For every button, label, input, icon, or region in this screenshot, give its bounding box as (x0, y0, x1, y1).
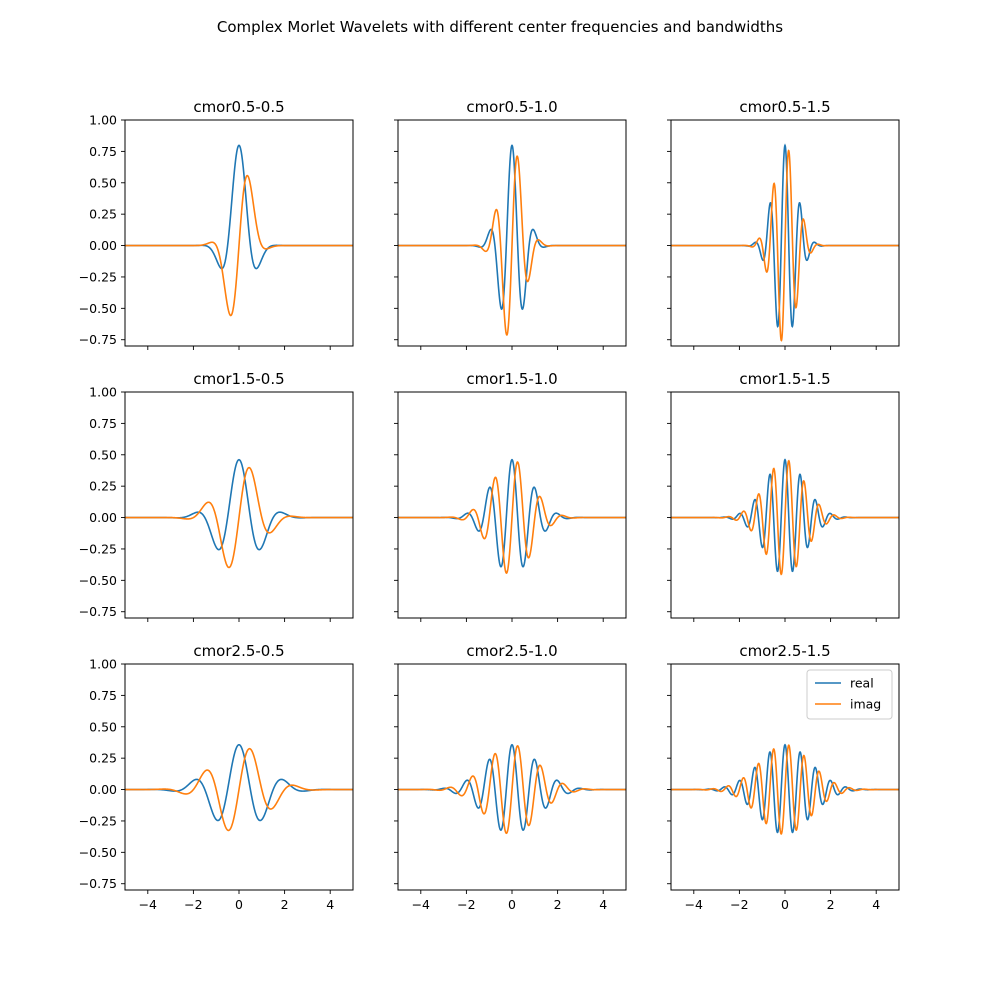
series-line-imag (398, 744, 626, 835)
y-tick-label: 0.75 (89, 688, 117, 703)
y-tick-label: 0.25 (89, 207, 117, 222)
y-tick-label: −0.50 (79, 845, 117, 860)
x-tick-label: 0 (235, 897, 243, 912)
x-tick-label: 0 (508, 897, 516, 912)
plot-lines (671, 458, 899, 576)
y-tick-label: −0.50 (79, 301, 117, 316)
subplot-grid: cmor0.5-0.5 1.00 0.75 0.50 0.25 0.00 −0.25 −0.5… (79, 98, 900, 912)
x-tick-label: 2 (554, 897, 562, 912)
series-line-imag (398, 155, 626, 336)
y-tick-label: 0.00 (89, 510, 117, 525)
plot-lines (125, 743, 353, 832)
plot-lines (398, 458, 626, 574)
subplot-cmor0.5-1.0: cmor0.5-1.0 (394, 98, 627, 350)
y-tick-label: −0.50 (79, 573, 117, 588)
x-tick-label: −4 (412, 897, 430, 912)
subplot-title: cmor1.5-1.5 (739, 370, 830, 388)
y-tick-label: 0.00 (89, 238, 117, 253)
legend-label-real: real (850, 676, 874, 691)
y-tick-label: 0.50 (89, 175, 117, 190)
subplot-title: cmor1.5-1.0 (466, 370, 557, 388)
subplot-cmor0.5-0.5: cmor0.5-0.5 1.00 0.75 0.50 0.25 0.00 −0.25 −0.5… (79, 98, 354, 350)
series-line-imag (398, 461, 626, 574)
series-line-imag (671, 459, 899, 576)
y-tick-label: 1.00 (89, 113, 117, 128)
y-tick-label: 0.50 (89, 719, 117, 734)
x-tick-label: −2 (457, 897, 475, 912)
figure-title: Complex Morlet Wavelets with different c… (217, 18, 783, 36)
y-tick-label: 0.75 (89, 416, 117, 431)
x-tick-label: 2 (281, 897, 289, 912)
subplot-cmor1.5-0.5: cmor1.5-0.5 1.00 0.75 0.50 0.25 0.00 −0.25 −0.5… (79, 370, 354, 622)
series-line-imag (671, 149, 899, 342)
x-tick-label: 2 (827, 897, 835, 912)
subplot-title: cmor1.5-0.5 (193, 370, 284, 388)
x-tick-label: −2 (184, 897, 202, 912)
plot-lines (125, 458, 353, 569)
subplot-title: cmor2.5-0.5 (193, 642, 284, 660)
subplot-cmor0.5-1.5: cmor0.5-1.5 (667, 98, 900, 350)
x-tick-label: −2 (730, 897, 748, 912)
y-tick-label: −0.75 (79, 876, 117, 891)
subplot-cmor2.5-1.0: cmor2.5-1.0 −4 −2 0 2 4 (394, 642, 627, 912)
x-tick-label: 4 (872, 897, 880, 912)
y-tick-label: 1.00 (89, 385, 117, 400)
legend: real imag (806, 669, 893, 720)
plot-lines (398, 144, 626, 336)
series-line-imag (125, 466, 353, 569)
plot-lines (398, 743, 626, 835)
x-tick-label: −4 (139, 897, 157, 912)
subplot-cmor2.5-0.5: cmor2.5-0.5 −4 −2 0 2 4 1.00 0.75 0.50 0.25 0.00 −0… (79, 642, 354, 912)
subplot-title: cmor0.5-1.0 (466, 98, 557, 116)
y-tick-label: −0.25 (79, 269, 117, 284)
y-tick-label: 0.50 (89, 447, 117, 462)
subplot-cmor1.5-1.5: cmor1.5-1.5 (667, 370, 900, 622)
series-line-imag (125, 747, 353, 832)
subplot-title: cmor0.5-0.5 (193, 98, 284, 116)
y-tick-label: 0.25 (89, 751, 117, 766)
subplot-cmor1.5-1.0: cmor1.5-1.0 (394, 370, 627, 622)
y-tick-label: 0.00 (89, 782, 117, 797)
y-tick-label: −0.75 (79, 604, 117, 619)
series-line-imag (671, 744, 899, 835)
plot-lines (671, 743, 899, 835)
subplot-title: cmor2.5-1.5 (739, 642, 830, 660)
subplot-title: cmor2.5-1.0 (466, 642, 557, 660)
y-tick-label: 0.25 (89, 479, 117, 494)
plot-lines (671, 143, 899, 342)
subplot-cmor2.5-1.5: cmor2.5-1.5 −4 −2 0 2 4 real imag (667, 642, 900, 912)
y-tick-label: −0.25 (79, 541, 117, 556)
y-tick-label: 0.75 (89, 144, 117, 159)
legend-label-imag: imag (850, 697, 881, 712)
y-tick-label: −0.25 (79, 813, 117, 828)
y-tick-label: 1.00 (89, 657, 117, 672)
subplot-title: cmor0.5-1.5 (739, 98, 830, 116)
y-tick-label: −0.75 (79, 332, 117, 347)
x-tick-label: 4 (599, 897, 607, 912)
x-tick-label: 4 (326, 897, 334, 912)
series-line-imag (125, 174, 353, 317)
x-tick-label: 0 (781, 897, 789, 912)
x-tick-label: −4 (685, 897, 703, 912)
plot-lines (125, 144, 353, 317)
